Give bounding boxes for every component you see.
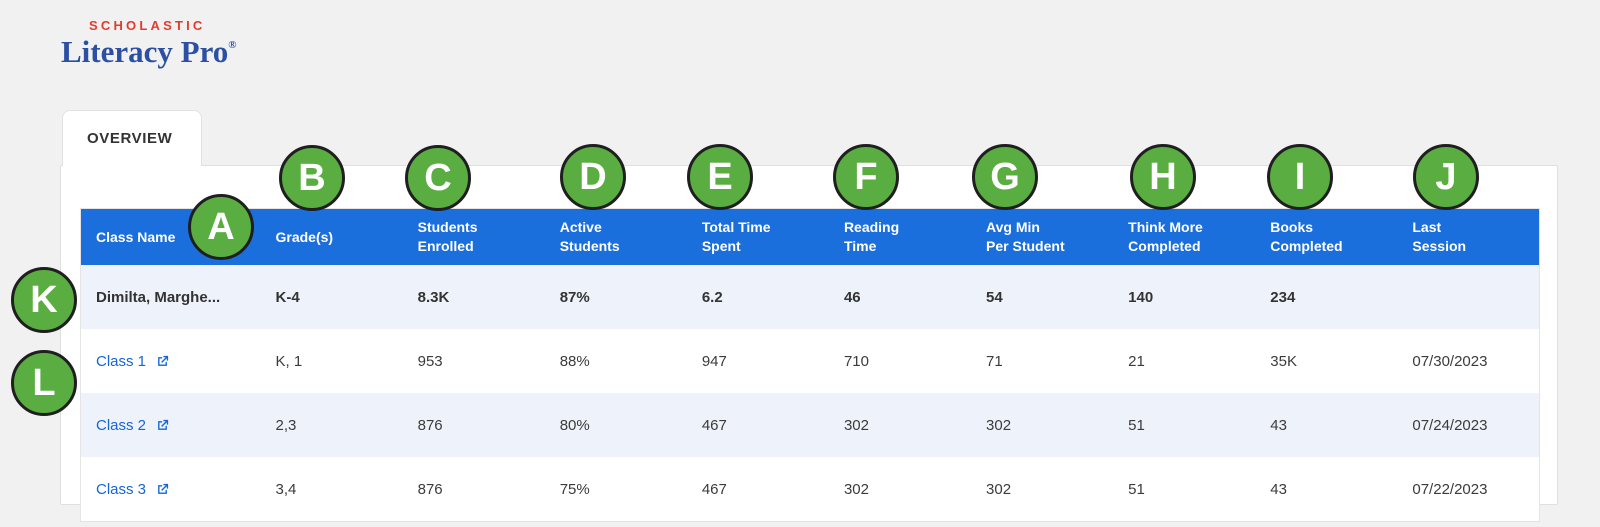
cell-reading_time: 46 xyxy=(828,265,972,329)
cell-grades: K-4 xyxy=(260,265,403,329)
annotation-badge-b: B xyxy=(279,145,345,211)
class-link[interactable]: Class 2 xyxy=(96,417,170,434)
cell-avg_min_per_student: 302 xyxy=(971,457,1114,522)
column-header-total_time_spent: Total Time Spent xyxy=(686,208,829,265)
cell-reading_time: 302 xyxy=(828,457,972,522)
table-row: Class 1 K, 1 953 88% 947 710 71 21 35K 07/30/2023 xyxy=(80,329,1540,393)
column-header-reading_time: Reading Time xyxy=(828,208,972,265)
cell-last_session: 07/24/2023 xyxy=(1397,393,1540,457)
cell-books_completed: 43 xyxy=(1255,393,1398,457)
annotation-badge-l: L xyxy=(11,350,77,416)
scholastic-logo: SCHOLASTIC Literacy Pro® xyxy=(61,18,237,67)
annotation-badge-g: G xyxy=(972,144,1038,210)
cell-active_students: 80% xyxy=(544,393,687,457)
cell-books_completed: 35K xyxy=(1255,329,1398,393)
cell-think_more_completed: 140 xyxy=(1113,265,1256,329)
column-header-think_more_completed: Think More Completed xyxy=(1113,208,1256,265)
cell-reading_time: 710 xyxy=(828,329,972,393)
cell-books_completed: 43 xyxy=(1255,457,1398,522)
annotation-badge-j: J xyxy=(1413,144,1479,210)
annotation-badge-e: E xyxy=(687,144,753,210)
cell-reading_time: 302 xyxy=(828,393,972,457)
column-header-students_enrolled: Students Enrolled xyxy=(402,208,545,265)
column-header-active_students: Active Students xyxy=(544,208,687,265)
cell-last_session xyxy=(1397,265,1540,329)
annotation-badge-i: I xyxy=(1267,144,1333,210)
annotation-badge-f: F xyxy=(833,144,899,210)
external-link-icon xyxy=(158,419,169,430)
cell-think_more_completed: 51 xyxy=(1113,393,1256,457)
column-header-grades: Grade(s) xyxy=(260,208,403,265)
cell-class_name: Dimilta, Marghe... xyxy=(80,265,261,329)
cell-class_name: Class 1 xyxy=(80,329,261,393)
cell-active_students: 88% xyxy=(544,329,687,393)
table-row: Dimilta, Marghe... K-4 8.3K 87% 6.2 46 54 140 23… xyxy=(80,265,1540,329)
annotation-badge-h: H xyxy=(1130,144,1196,210)
cell-think_more_completed: 21 xyxy=(1113,329,1256,393)
cell-last_session: 07/30/2023 xyxy=(1397,329,1540,393)
cell-grades: 3,4 xyxy=(260,457,403,522)
annotation-badge-k: K xyxy=(11,267,77,333)
cell-total_time_spent: 467 xyxy=(686,393,829,457)
tab-overview[interactable]: OVERVIEW xyxy=(62,110,202,166)
logo-product-text: Literacy Pro® xyxy=(61,34,237,69)
column-header-books_completed: Books Completed xyxy=(1255,208,1398,265)
table-header-row: Class Name Grade(s) Students Enrolled Active… xyxy=(80,208,1540,265)
registered-mark: ® xyxy=(228,39,237,51)
cell-students_enrolled: 953 xyxy=(402,329,545,393)
cell-students_enrolled: 876 xyxy=(402,457,545,522)
tab-overview-label: OVERVIEW xyxy=(87,130,173,147)
column-header-last_session: Last Session xyxy=(1397,208,1540,265)
cell-grades: K, 1 xyxy=(260,329,403,393)
column-header-avg_min_per_student: Avg Min Per Student xyxy=(971,208,1114,265)
cell-total_time_spent: 467 xyxy=(686,457,829,522)
cell-total_time_spent: 947 xyxy=(686,329,829,393)
cell-books_completed: 234 xyxy=(1255,265,1398,329)
cell-active_students: 87% xyxy=(544,265,687,329)
table-row: Class 2 2,3 876 80% 467 302 302 51 43 07/24/2023 xyxy=(80,393,1540,457)
cell-class_name: Class 3 xyxy=(80,457,261,522)
cell-avg_min_per_student: 71 xyxy=(971,329,1114,393)
cell-active_students: 75% xyxy=(544,457,687,522)
cell-think_more_completed: 51 xyxy=(1113,457,1256,522)
annotation-badge-d: D xyxy=(560,144,626,210)
cell-grades: 2,3 xyxy=(260,393,403,457)
overview-table: Class Name Grade(s) Students Enrolled Active… xyxy=(80,208,1540,522)
class-link[interactable]: Class 1 xyxy=(96,353,170,370)
table-row: Class 3 3,4 876 75% 467 302 302 51 43 07/22/2023 xyxy=(80,457,1540,522)
cell-class_name: Class 2 xyxy=(80,393,261,457)
cell-last_session: 07/22/2023 xyxy=(1397,457,1540,522)
annotation-badge-a: A xyxy=(188,194,254,260)
cell-students_enrolled: 8.3K xyxy=(402,265,545,329)
external-link-icon xyxy=(158,355,169,366)
cell-avg_min_per_student: 302 xyxy=(971,393,1114,457)
cell-total_time_spent: 6.2 xyxy=(686,265,829,329)
cell-students_enrolled: 876 xyxy=(402,393,545,457)
annotation-badge-c: C xyxy=(405,145,471,211)
class-link[interactable]: Class 3 xyxy=(96,481,170,498)
logo-brand-text: SCHOLASTIC xyxy=(89,18,206,33)
table-body: Dimilta, Marghe... K-4 8.3K 87% 6.2 46 54 140 23… xyxy=(80,265,1540,522)
cell-avg_min_per_student: 54 xyxy=(971,265,1114,329)
external-link-icon xyxy=(158,483,169,494)
